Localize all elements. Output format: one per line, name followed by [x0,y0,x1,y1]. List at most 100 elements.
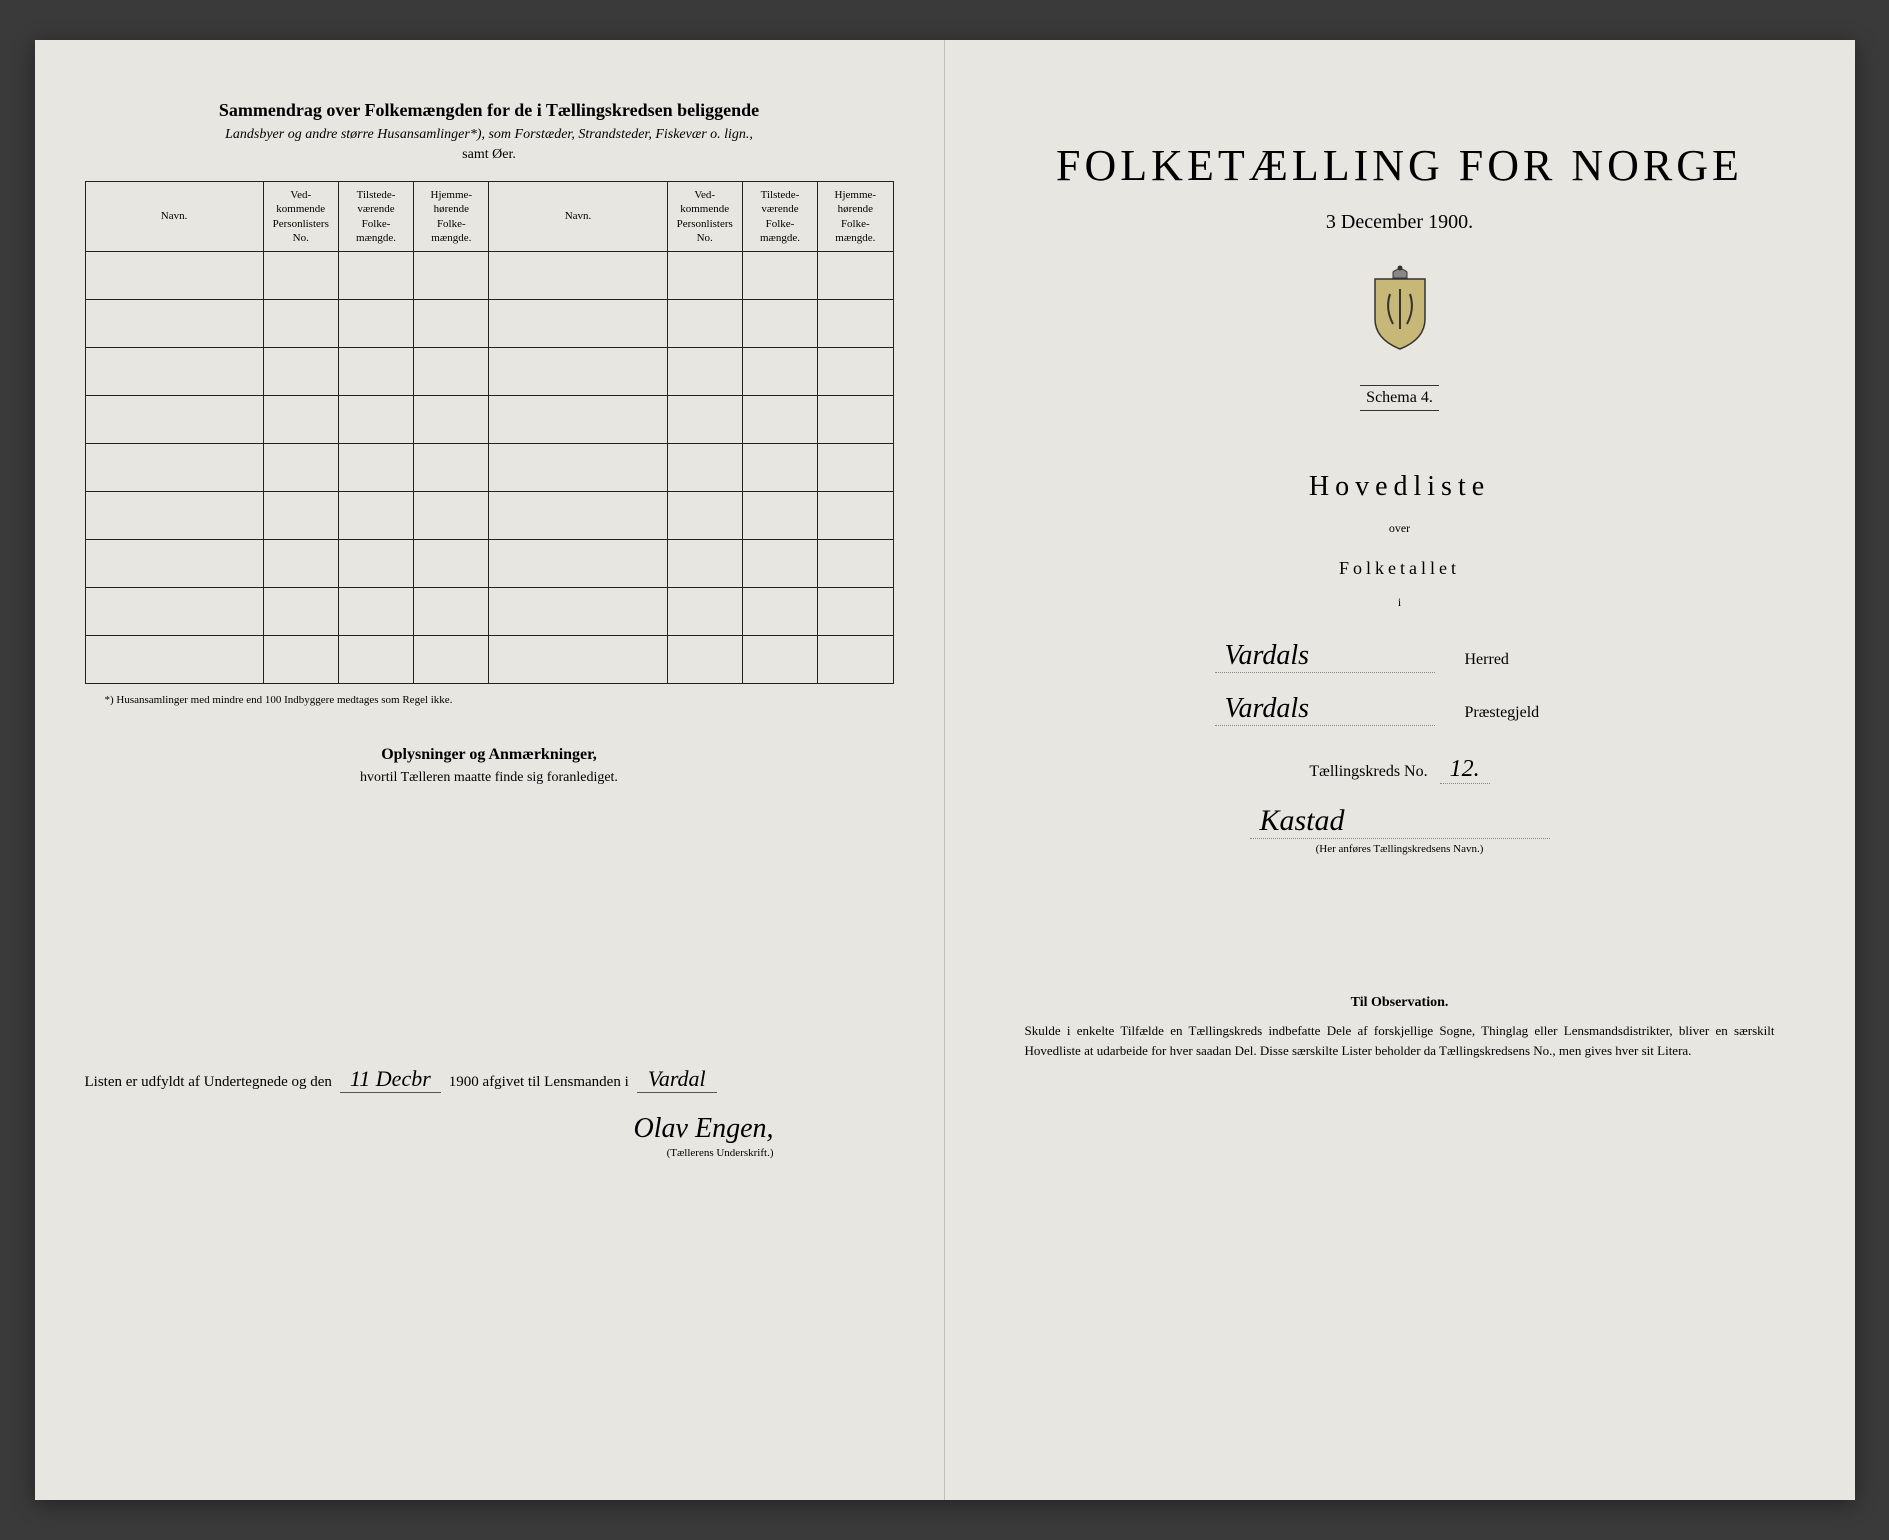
table-cell [489,636,667,684]
table-cell [489,396,667,444]
table-cell [414,444,489,492]
table-cell [263,444,338,492]
table-cell [338,636,413,684]
table-cell [742,300,817,348]
left-subtitle-2: samt Øer. [85,147,894,163]
table-cell [414,348,489,396]
herred-value: Vardals [1215,640,1435,673]
table-cell [85,540,263,588]
col-personlister-1: Ved-kommende Personlisters No. [263,182,338,252]
table-cell [263,348,338,396]
table-cell [85,492,263,540]
right-page: FOLKETÆLLING FOR NORGE 3 December 1900. … [945,40,1855,1500]
table-cell [818,396,893,444]
schema-wrapper: Schema 4. [995,385,1805,471]
table-row [85,396,893,444]
signature-caption: (Tællerens Underskrift.) [85,1147,774,1159]
herred-label: Herred [1465,651,1585,669]
col-personlister-2: Ved-kommende Personlisters No. [667,182,742,252]
table-cell [85,252,263,300]
left-page: Sammendrag over Folkemængden for de i Tæ… [35,40,945,1500]
table-cell [489,300,667,348]
table-cell [667,588,742,636]
table-cell [742,492,817,540]
table-cell [85,348,263,396]
table-cell [85,588,263,636]
table-cell [489,588,667,636]
signature-name: Olav Engen, [85,1113,774,1145]
remarks-subtitle: hvortil Tælleren maatte finde sig foranl… [85,770,894,786]
table-cell [818,492,893,540]
over-label: over [995,521,1805,536]
census-date: 3 December 1900. [995,211,1805,234]
table-cell [338,492,413,540]
i-label: i [995,595,1805,610]
table-cell [263,588,338,636]
table-cell [667,636,742,684]
sig-place: Vardal [637,1066,717,1093]
document-spread: Sammendrag over Folkemængden for de i Tæ… [35,40,1855,1500]
table-cell [338,588,413,636]
table-cell [338,444,413,492]
kreds-number-row: Tællingskreds No. 12. [995,756,1805,784]
prestegjeld-value: Vardals [1215,693,1435,726]
table-cell [414,540,489,588]
col-hjemme-2: Hjemme-hørende Folke-mængde. [818,182,893,252]
table-cell [667,540,742,588]
observation-title: Til Observation. [995,995,1805,1011]
left-subtitle: Landsbyer og andre større Husansamlinger… [85,127,894,143]
table-cell [414,252,489,300]
observation-text: Skulde i enkelte Tilfælde en Tællingskre… [995,1021,1805,1060]
col-hjemme-1: Hjemme-hørende Folke-mængde. [414,182,489,252]
sig-text-1: Listen er udfyldt af Undertegnede og den [85,1074,332,1091]
table-cell [489,492,667,540]
table-cell [742,540,817,588]
table-cell [85,444,263,492]
table-cell [742,588,817,636]
kreds-number: 12. [1440,756,1490,784]
table-cell [338,252,413,300]
table-cell [414,300,489,348]
col-navn-1: Navn. [85,182,263,252]
coat-of-arms-icon [1365,264,1435,354]
kreds-name: Kastad [1250,804,1550,839]
footnote: *) Husansamlinger med mindre end 100 Ind… [105,694,894,706]
kreds-name-row: Kastad [995,804,1805,839]
table-cell [667,444,742,492]
table-cell [338,300,413,348]
table-cell [742,444,817,492]
table-cell [263,492,338,540]
table-cell [818,444,893,492]
table-cell [667,348,742,396]
table-cell [818,588,893,636]
table-cell [489,444,667,492]
table-row [85,300,893,348]
table-cell [414,588,489,636]
signature-block: Olav Engen, (Tællerens Underskrift.) [85,1113,774,1159]
table-cell [263,540,338,588]
table-cell [85,636,263,684]
table-cell [489,540,667,588]
prestegjeld-label: Præstegjeld [1465,704,1585,722]
table-cell [667,300,742,348]
table-cell [338,348,413,396]
sig-date: 11 Decbr [340,1066,441,1093]
table-cell [667,396,742,444]
table-cell [85,300,263,348]
left-heading: Sammendrag over Folkemængden for de i Tæ… [85,100,894,121]
table-cell [818,636,893,684]
table-cell [263,252,338,300]
table-cell [818,348,893,396]
col-tilstede-1: Tilstede-værende Folke-mængde. [338,182,413,252]
table-cell [263,396,338,444]
kreds-label: Tællingskreds No. [1309,763,1427,780]
table-cell [742,348,817,396]
summary-table: Navn. Ved-kommende Personlisters No. Til… [85,181,894,684]
table-cell [742,252,817,300]
schema-label: Schema 4. [1360,385,1439,411]
table-cell [742,396,817,444]
main-title: FOLKETÆLLING FOR NORGE [995,140,1805,191]
table-cell [338,540,413,588]
remarks-title: Oplysninger og Anmærkninger, [85,746,894,764]
herred-row: Vardals Herred [995,640,1805,673]
